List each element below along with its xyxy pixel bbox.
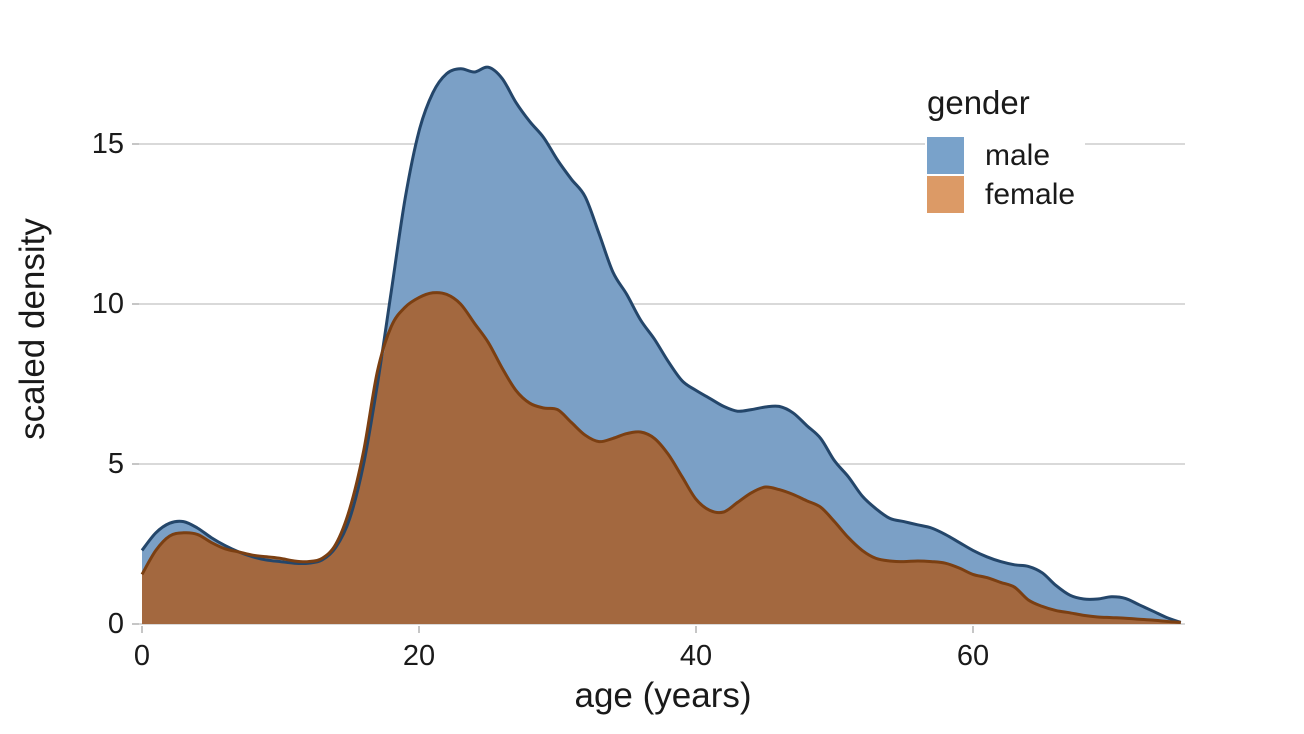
x-tick-label-0: 0 [133,640,151,672]
y-tick-label-0: 0 [107,608,124,640]
y-axis-title: scaled density [13,218,52,440]
y-tick-label-10: 10 [91,288,124,320]
x-tick-label-40: 40 [679,640,713,672]
legend-title: gender [927,84,1030,121]
legend-label-female: female [985,177,1076,211]
legend-entry-female: female [927,175,1075,214]
y-tick-label-15: 15 [91,128,124,160]
legend-label-male: male [985,138,1051,172]
legend-entry-male: male [927,136,1075,175]
overlap-density-area [142,292,1181,624]
legend: gender male female [925,84,1086,220]
male-density-line [140,65,1182,624]
y-tick-label-5: 5 [107,448,124,480]
x-axis-title: age (years) [574,676,752,715]
x-tick-label-20: 20 [402,640,436,672]
female-color-swatch [927,176,964,213]
female-density-line [140,291,1181,624]
male-color-swatch [927,137,964,174]
x-tick-label-60: 60 [956,640,990,672]
